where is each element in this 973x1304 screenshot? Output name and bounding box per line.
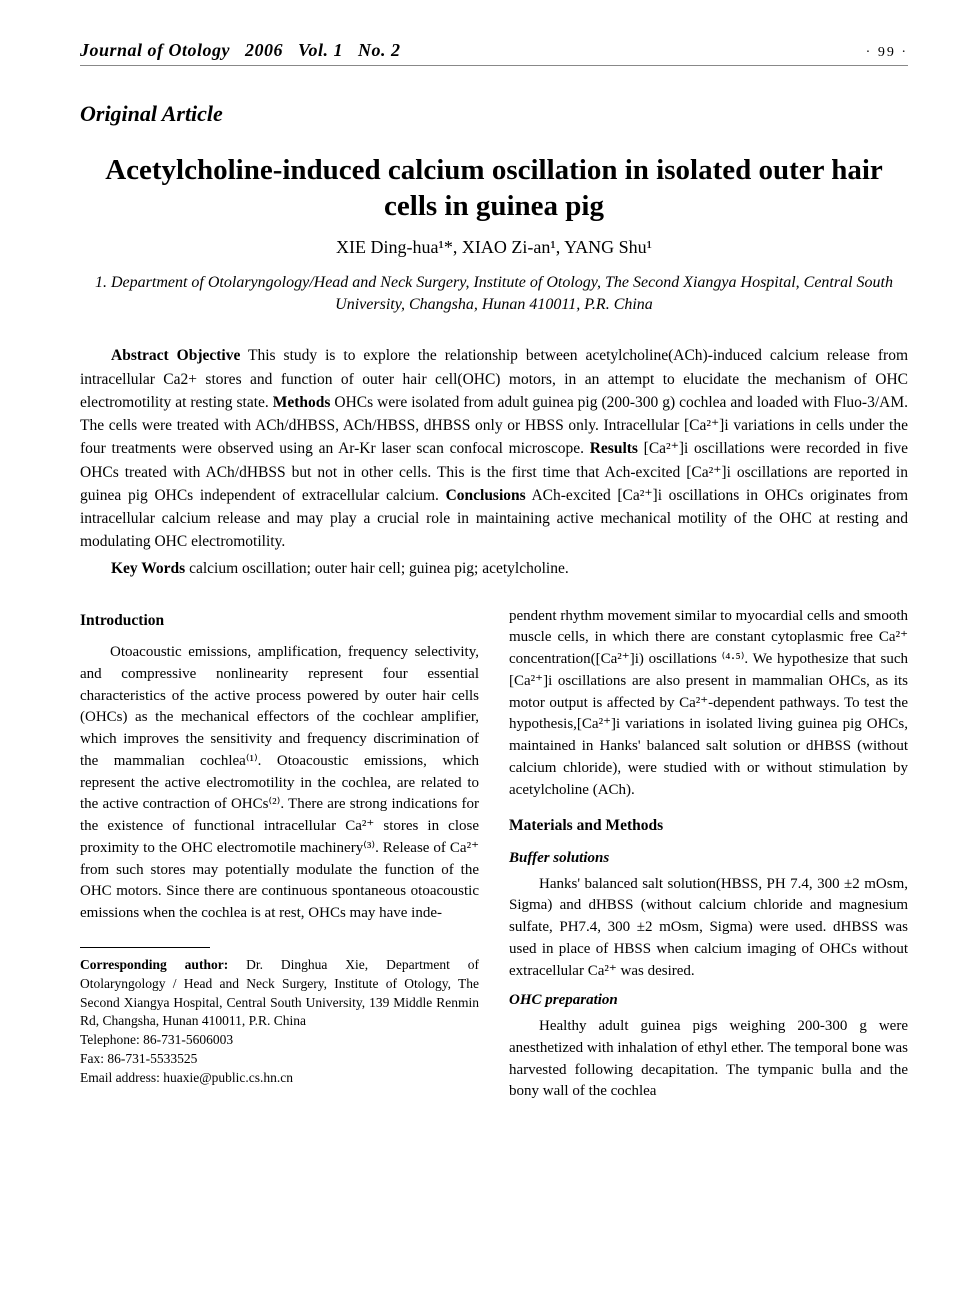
journal-no: No. 2: [358, 40, 401, 60]
fax: Fax: 86-731-5533525: [80, 1050, 479, 1069]
keywords-label: Key Words: [111, 560, 185, 577]
left-column: Introduction Otoacoustic emissions, ampl…: [80, 606, 479, 1103]
right-column: pendent rhythm movement similar to myoca…: [509, 606, 908, 1103]
journal-vol: Vol. 1: [298, 40, 343, 60]
email: Email address: huaxie@public.cs.hn.cn: [80, 1069, 479, 1088]
buffer-heading: Buffer solutions: [509, 848, 908, 870]
footnote-rule: [80, 947, 210, 948]
journal-year: 2006: [245, 40, 283, 60]
corr-label: Corresponding author:: [80, 957, 228, 972]
intro-paragraph: Otoacoustic emissions, amplification, fr…: [80, 642, 479, 925]
abstract-objective-label: Abstract Objective: [111, 347, 240, 364]
keywords-block: Key Words calcium oscillation; outer hai…: [80, 560, 908, 578]
journal-name: Journal of Otology: [80, 40, 230, 60]
materials-methods-heading: Materials and Methods: [509, 815, 908, 837]
body-columns: Introduction Otoacoustic emissions, ampl…: [80, 606, 908, 1103]
journal-header: Journal of Otology 2006 Vol. 1 No. 2: [80, 40, 401, 61]
footnote-block: Corresponding author: Dr. Dinghua Xie, D…: [80, 956, 479, 1088]
authors: XIE Ding-hua¹*, XIAO Zi-an¹, YANG Shu¹: [80, 237, 908, 258]
keywords-text: calcium oscillation; outer hair cell; gu…: [185, 560, 569, 577]
affiliation: 1. Department of Otolaryngology/Head and…: [80, 272, 908, 317]
article-title: Acetylcholine-induced calcium oscillatio…: [80, 152, 908, 225]
ohc-prep-paragraph: Healthy adult guinea pigs weighing 200-3…: [509, 1016, 908, 1103]
abstract-conclusions-label: Conclusions: [446, 487, 526, 504]
page-number: · 99 ·: [866, 45, 908, 61]
ohc-prep-heading: OHC preparation: [509, 990, 908, 1012]
abstract-block: Abstract Objective This study is to expl…: [80, 344, 908, 553]
abstract-text: Abstract Objective This study is to expl…: [80, 344, 908, 553]
abstract-methods-label: Methods: [273, 394, 331, 411]
telephone: Telephone: 86-731-5606003: [80, 1031, 479, 1050]
intro-continued: pendent rhythm movement similar to myoca…: [509, 606, 908, 802]
corresponding-author: Corresponding author: Dr. Dinghua Xie, D…: [80, 956, 479, 1032]
buffer-paragraph: Hanks' balanced salt solution(HBSS, PH 7…: [509, 874, 908, 983]
article-type: Original Article: [80, 101, 908, 127]
abstract-results-label: Results: [590, 440, 638, 457]
page-header: Journal of Otology 2006 Vol. 1 No. 2 · 9…: [80, 40, 908, 66]
intro-heading: Introduction: [80, 610, 479, 632]
